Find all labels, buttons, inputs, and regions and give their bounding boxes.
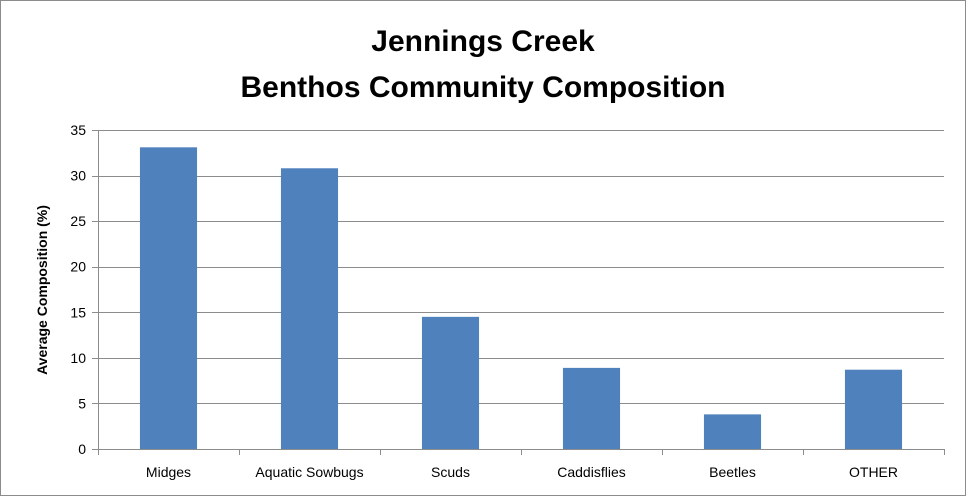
x-tick-label: OTHER	[849, 464, 898, 480]
bar	[421, 316, 480, 449]
bar	[280, 168, 339, 449]
chart-title-line-2: Benthos Community Composition	[241, 71, 726, 104]
y-tick-label: 0	[78, 441, 86, 457]
gridlines	[92, 130, 944, 450]
bar	[703, 414, 762, 449]
chart-title: Jennings Creek Benthos Community Composi…	[241, 25, 726, 104]
x-tick-label: Scuds	[431, 464, 470, 480]
x-tick-label: Aquatic Sowbugs	[255, 464, 363, 480]
y-tick-label: 20	[70, 259, 86, 275]
y-tick-label: 5	[78, 395, 86, 411]
x-tick-label: Caddisflies	[557, 464, 625, 480]
y-tick-label: 15	[70, 304, 86, 320]
y-tick-label: 10	[70, 350, 86, 366]
y-tick-label: 30	[70, 168, 86, 184]
bar	[844, 369, 903, 449]
y-tick-labels: 0 5 10 15 20 25 30 35	[70, 122, 86, 457]
bar	[139, 147, 198, 449]
x-tick-label: Beetles	[709, 464, 756, 480]
x-tick-label: Midges	[146, 464, 191, 480]
y-tick-label: 35	[70, 122, 86, 138]
bars	[139, 147, 903, 449]
y-axis-title: Average Composition (%)	[34, 205, 50, 375]
bar	[562, 367, 621, 449]
chart-title-line-1: Jennings Creek	[371, 25, 595, 58]
x-tick-labels: Midges Aquatic Sowbugs Scuds Caddisflies Bee…	[146, 464, 898, 480]
axes	[98, 130, 945, 455]
y-tick-label: 25	[70, 213, 86, 229]
